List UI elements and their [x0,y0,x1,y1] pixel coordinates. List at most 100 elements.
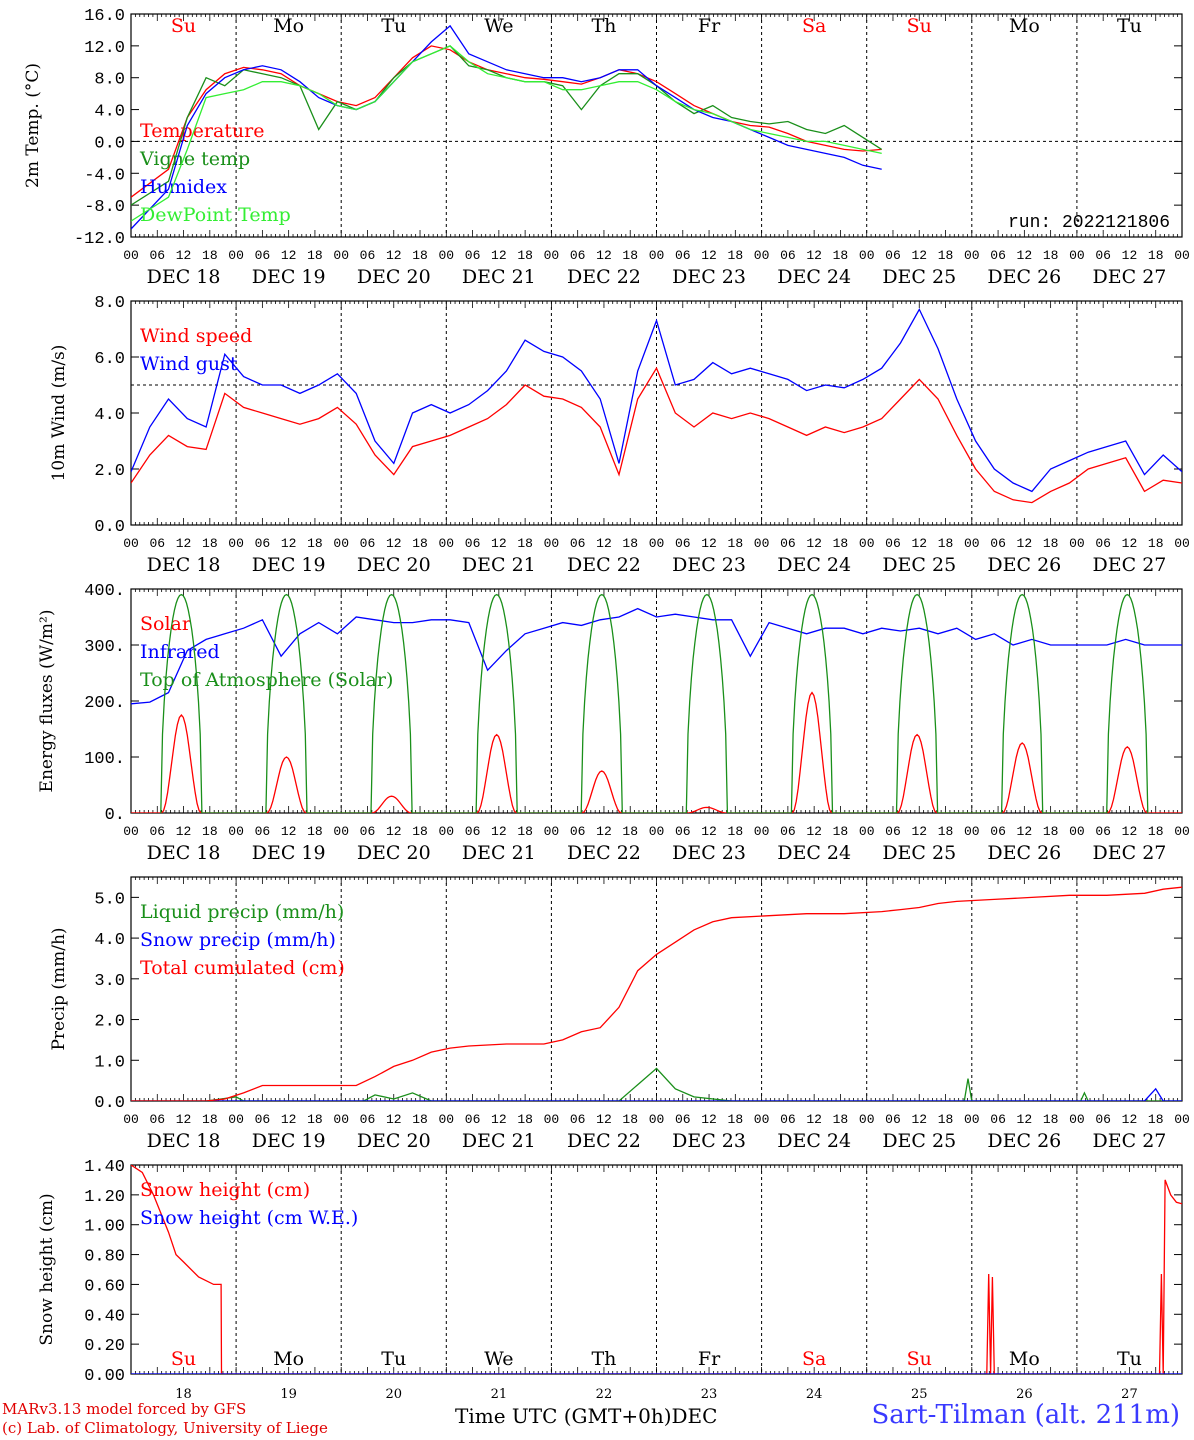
hour-label: 18 [622,824,638,839]
hour-label: 12 [806,536,822,551]
hour-label: 00 [228,1112,244,1127]
hour-label: 18 [307,824,323,839]
hour-label: 00 [1069,1112,1085,1127]
weekday-label: Mo [273,1348,304,1370]
y-tick-label: 4.0 [94,103,125,122]
hour-label: 06 [1095,824,1111,839]
hour-label: 06 [255,1112,271,1127]
legend-entry: Top of Atmosphere (Solar) [140,669,393,691]
weekday-label: We [484,15,513,37]
hour-label: 00 [333,824,349,839]
hour-label: 12 [1122,536,1138,551]
hour-label: 00 [1174,536,1190,551]
hour-label: 06 [885,1112,901,1127]
hour-label: 00 [123,536,139,551]
hour-label: 12 [701,248,717,263]
y-tick-label: 1.40 [84,1158,125,1177]
hour-label: 12 [281,248,297,263]
hour-label: 06 [255,824,271,839]
y-axis-label: Energy fluxes (W/m²) [37,610,57,793]
hour-label: 18 [833,536,849,551]
hour-label: 12 [596,824,612,839]
date-label: DEC 22 [567,842,641,864]
hour-label: 06 [885,824,901,839]
hour-label: 12 [1122,1112,1138,1127]
hour-label: 06 [990,536,1006,551]
hour-label: 06 [1095,248,1111,263]
date-label: DEC 23 [672,554,746,576]
weekday-label: Su [171,1348,196,1370]
hour-label: 18 [833,824,849,839]
y-tick-label: 200. [84,694,125,713]
hour-label: 18 [1043,824,1059,839]
date-label: DEC 23 [672,842,746,864]
hour-label: 00 [964,536,980,551]
hour-label: 06 [675,824,691,839]
hour-label: 00 [649,1112,665,1127]
legend-entry: DewPoint Temp [140,204,291,226]
date-label: DEC 18 [147,1130,221,1152]
date-label: DEC 18 [147,266,221,288]
weekday-label: Fr [698,1348,721,1370]
series-line-snow-precip-mm-h- [131,1087,1182,1101]
hour-label: 18 [202,536,218,551]
hour-label: 12 [176,536,192,551]
date-label: DEC 21 [462,554,536,576]
series-line-wind-gust [131,307,1182,493]
y-tick-label: 1.00 [84,1218,125,1237]
date-label: DEC 23 [672,1130,746,1152]
hour-label: 12 [491,1112,507,1127]
legend-entry: Humidex [140,176,227,198]
hour-label: 06 [570,824,586,839]
hour-label: 00 [754,1112,770,1127]
day-number-label: 27 [1121,1387,1138,1402]
weekday-label: Su [907,15,932,37]
date-label: DEC 25 [882,554,956,576]
panel-3: 5.0 4.0 3.0 2.0 1.0 0.0 Precip (mm/h) 00 06 12 18 0… [49,876,1190,1152]
hour-label: 18 [307,1112,323,1127]
date-label: DEC 26 [987,266,1061,288]
series-line-snow-height-cm- [131,1165,1182,1374]
hour-label: 12 [596,536,612,551]
y-axis-label: 10m Wind (m/s) [49,345,69,482]
hour-label: 00 [544,536,560,551]
day-number-label: 22 [596,1387,613,1402]
month-label: DEC [671,1404,718,1428]
weekday-label: Th [591,15,616,37]
y-tick-label: 12.0 [84,39,125,58]
date-label: DEC 25 [882,842,956,864]
credit-line-lab: (c) Lab. of Climatology, University of L… [2,1419,328,1437]
hour-label: 00 [123,1112,139,1127]
run-label: run: 2022121806 [1008,213,1170,233]
hour-label: 12 [911,1112,927,1127]
hour-label: 12 [281,824,297,839]
date-label: DEC 22 [567,1130,641,1152]
y-tick-label: 8.0 [94,71,125,90]
y-tick-label: 1.0 [94,1053,125,1072]
date-label: DEC 27 [1093,554,1167,576]
hour-label: 18 [517,536,533,551]
panel-1: 8.0 6.0 4.0 2.0 0.0 10m Wind (m/s) 00 06 12 18 00 0… [49,294,1190,576]
day-number-label: 18 [175,1387,192,1402]
hour-label: 12 [1122,824,1138,839]
hour-label: 00 [123,248,139,263]
hour-label: 18 [307,248,323,263]
hour-label: 12 [386,824,402,839]
hour-label: 00 [228,248,244,263]
hour-label: 06 [570,248,586,263]
y-tick-label: -12.0 [74,230,125,249]
hour-label: 00 [544,824,560,839]
hour-label: 18 [622,536,638,551]
hour-label: 06 [149,248,165,263]
date-label: DEC 22 [567,554,641,576]
hour-label: 12 [491,824,507,839]
hour-label: 18 [622,1112,638,1127]
date-label: DEC 20 [357,1130,431,1152]
hour-label: 18 [728,536,744,551]
hour-label: 00 [649,536,665,551]
hour-label: 18 [1043,248,1059,263]
hour-label: 00 [1174,1112,1190,1127]
date-label: DEC 19 [252,842,326,864]
hour-label: 00 [859,248,875,263]
